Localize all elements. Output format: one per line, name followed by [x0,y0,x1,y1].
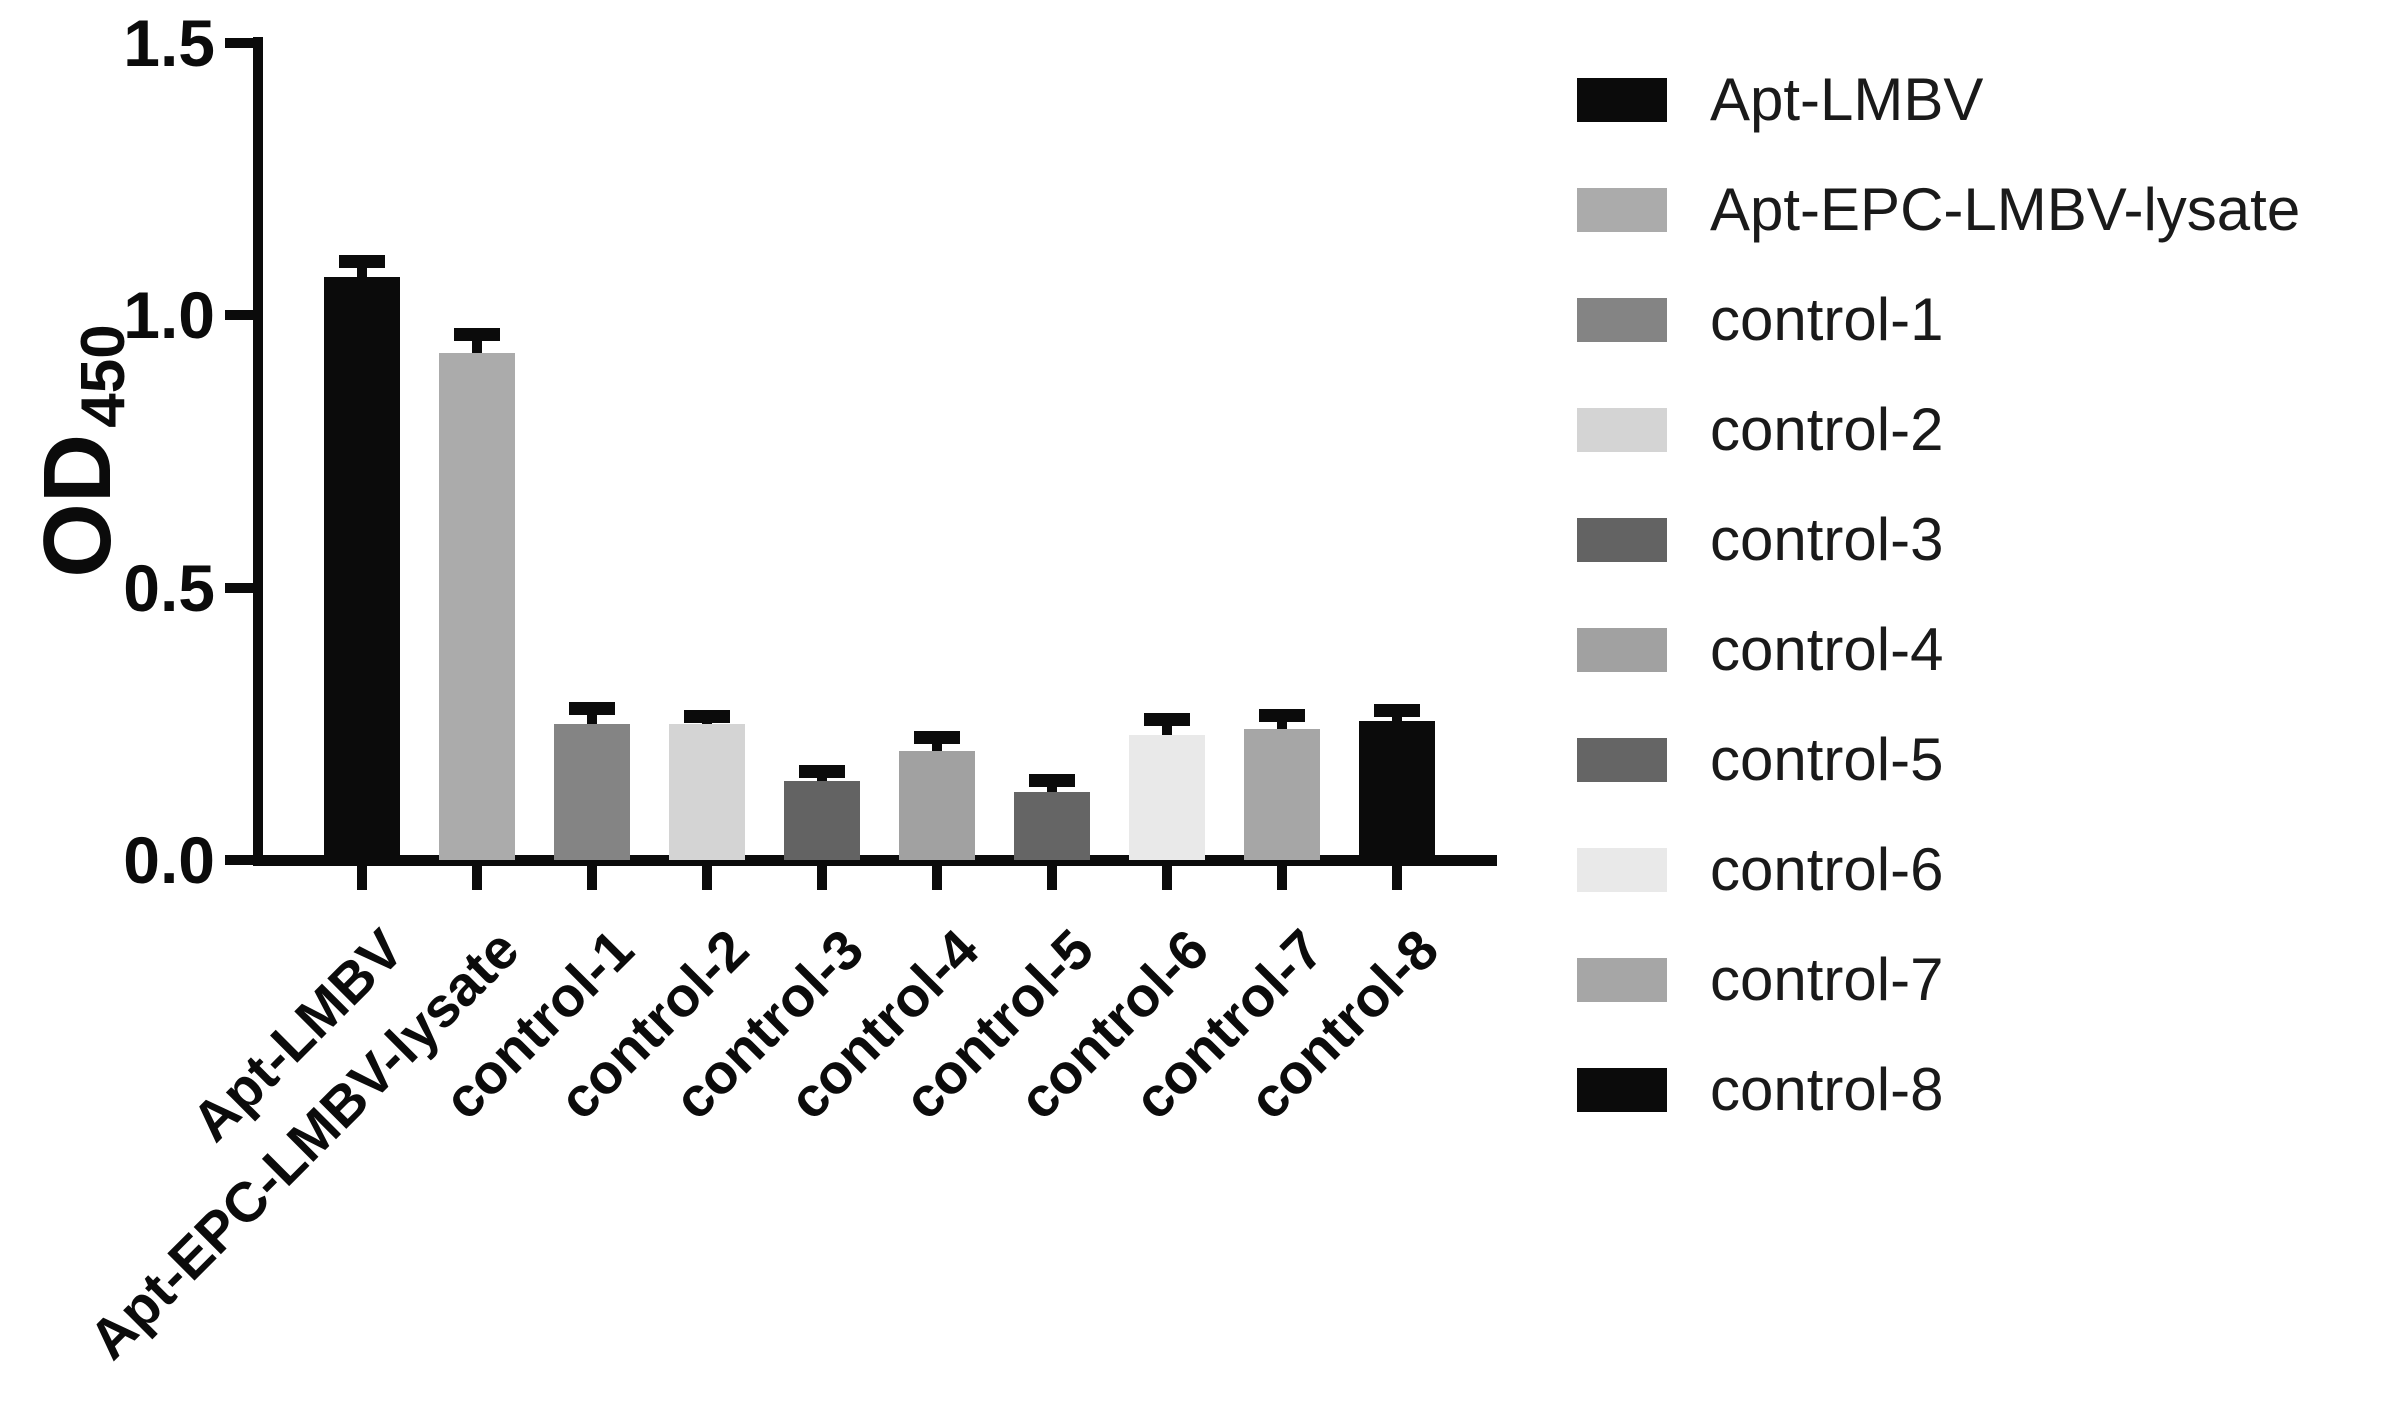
bar-control-4 [899,751,975,860]
bar-control-6 [1129,734,1205,860]
x-axis-line [253,855,1497,866]
error-bar-cap [1259,709,1305,723]
legend-swatch [1577,738,1667,782]
y-axis-line [253,37,263,866]
legend-swatch [1577,298,1667,342]
legend-item [1577,738,2398,782]
y-tick-mark [225,310,253,320]
legend-swatch [1577,958,1667,1002]
x-tick-mark [932,866,942,890]
bar-control-5 [1014,791,1090,860]
x-tick-mark [1392,866,1402,890]
bar-control-8 [1359,721,1435,860]
y-tick-mark [225,855,253,865]
bar-control-3 [784,780,860,860]
error-bar-cap [684,709,730,723]
error-bar-stem [1162,719,1172,741]
legend-label: Apt-LMBV [1710,66,1984,133]
error-bar-stem [1392,710,1402,728]
x-tick-mark [702,866,712,890]
legend-swatch [1577,188,1667,232]
legend-swatch [1577,78,1667,122]
legend-item [1577,518,2398,562]
legend-label: control-7 [1710,946,1944,1013]
error-bar-stem [817,771,827,787]
legend-item [1577,848,2398,892]
legend-item [1577,1068,2398,1112]
error-bar-cap [569,702,615,716]
legend-swatch [1577,518,1667,562]
y-tick-mark [225,582,253,593]
legend-item [1577,78,2398,122]
error-bar-stem [1047,779,1057,798]
error-bar-stem [1277,715,1287,736]
y-tick-label: 1.0 [123,278,215,352]
legend-label: control-4 [1710,616,1944,683]
legend-swatch [1577,628,1667,672]
legend-label: control-6 [1710,836,1944,903]
legend-item [1577,958,2398,1002]
legend-item [1577,408,2398,452]
error-bar-cap [799,765,845,779]
bar-apt-lmbv [324,276,400,860]
error-bar-stem [472,334,482,360]
y-tick-label: 1.5 [123,5,215,80]
legend-swatch [1577,848,1667,892]
legend-item [1577,298,2398,342]
error-bar-stem [932,736,942,757]
legend-label: control-5 [1710,726,1944,793]
y-tick-label: 0.5 [123,550,215,625]
legend-label: control-2 [1710,396,1944,463]
error-bar-stem [702,715,712,730]
bar-control-7 [1244,729,1320,860]
y-tick-mark [225,37,253,48]
bar-control-2 [669,723,745,860]
bar-control-1 [554,723,630,860]
legend-swatch [1577,408,1667,452]
x-tick-mark [1162,866,1172,890]
bar-apt-epc-lmbv-lysate [439,353,515,860]
x-tick-mark [1047,866,1057,890]
x-tick-mark [817,866,827,890]
legend-item [1577,628,2398,672]
legend-label: Apt-EPC-LMBV-lysate [1710,176,2301,243]
legend-label: control-3 [1710,506,1944,573]
error-bar-cap [339,254,385,268]
x-tick-mark [1277,866,1287,890]
error-bar-cap [1029,773,1075,787]
error-bar-stem [357,260,367,283]
x-tick-mark [587,866,597,890]
x-tick-mark [472,866,482,890]
x-tick-mark [357,866,367,890]
error-bar-stem [587,708,597,730]
error-bar-cap [1144,713,1190,727]
legend-label: control-8 [1710,1056,1944,1123]
y-tick-label: 0.0 [123,823,215,897]
legend-swatch [1577,1068,1667,1112]
error-bar-cap [914,730,960,744]
error-bar-cap [1374,704,1420,718]
error-bar-cap [454,328,500,342]
legend-item [1577,188,2398,232]
legend-label: control-1 [1710,286,1944,353]
